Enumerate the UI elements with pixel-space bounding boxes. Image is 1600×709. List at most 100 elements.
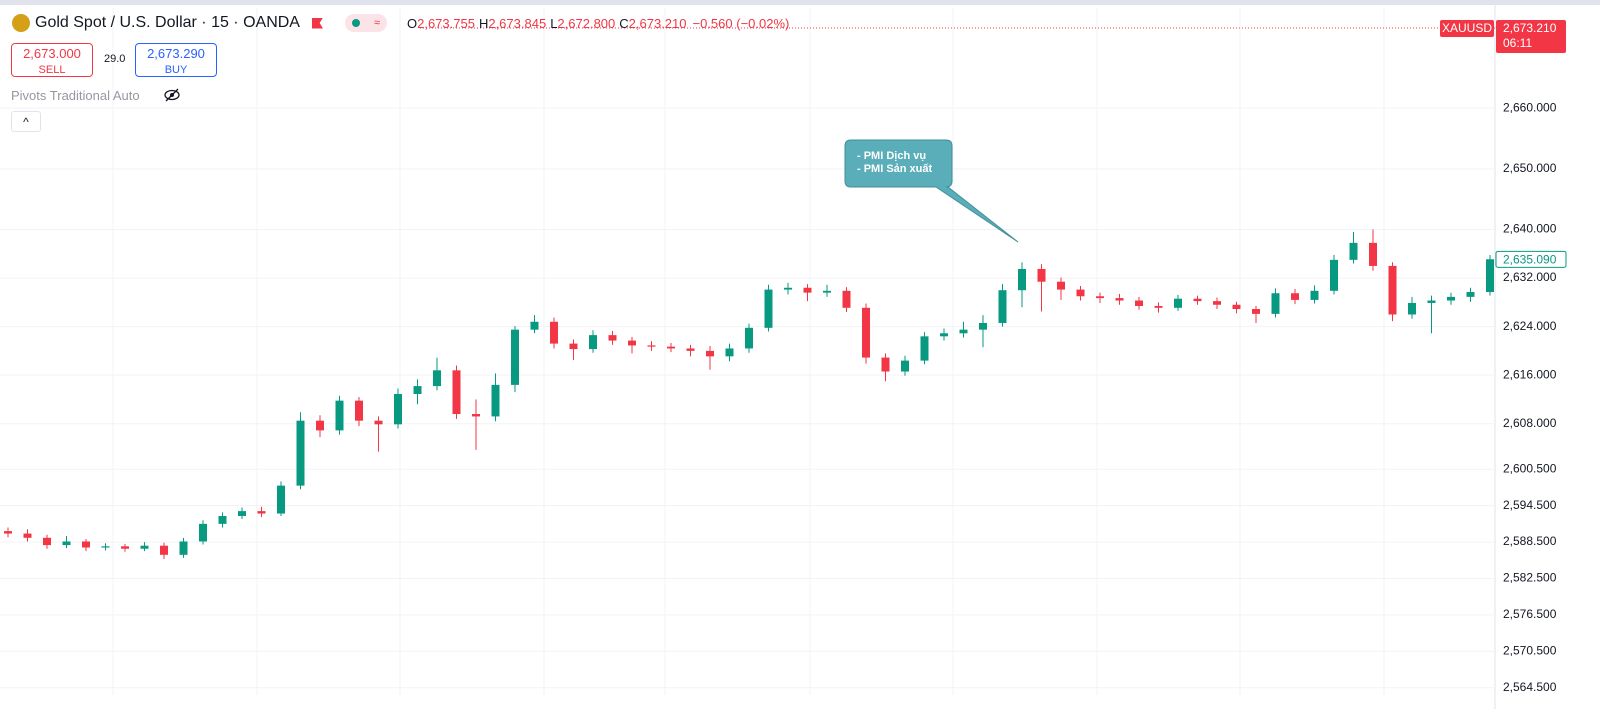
candle-body — [1330, 259, 1338, 291]
spread: 29.0 — [104, 53, 126, 65]
annotation-line: - PMI Sản xuất — [857, 163, 933, 175]
y-tick-label: 2,570.500 — [1503, 643, 1557, 657]
candle-body — [1427, 300, 1436, 303]
ohlc-key: C — [619, 15, 629, 31]
candle-body — [1174, 298, 1182, 308]
y-tick-label: 2,608.000 — [1503, 416, 1557, 430]
candle-body — [1388, 265, 1397, 315]
candle-body — [550, 321, 558, 344]
candle-body — [686, 348, 695, 351]
top-border — [0, 0, 1600, 5]
candle-body — [335, 400, 344, 431]
candle-body — [82, 541, 90, 548]
last-price-label: 2,635.090 — [1503, 252, 1557, 266]
countdown: 06:11 — [1503, 36, 1532, 50]
candle-body — [589, 335, 597, 350]
status-pill[interactable]: ≈ — [344, 14, 387, 32]
buy-price: 2,673.290 — [147, 46, 205, 61]
y-tick-label: 2,624.000 — [1503, 319, 1557, 333]
last-price-bg — [1495, 250, 1567, 268]
candle-body — [511, 329, 519, 385]
ohlc-key: O — [406, 15, 418, 31]
symbol-tag: XAUUSD — [1442, 21, 1492, 35]
sell-price: 2,673.000 — [23, 46, 81, 61]
flag[interactable] — [311, 17, 323, 29]
candle-body — [101, 546, 110, 548]
candle-body — [530, 321, 539, 330]
candle-body — [1310, 290, 1319, 300]
candle-body — [1232, 304, 1241, 310]
candle-body — [355, 400, 363, 421]
candle-body — [433, 370, 441, 387]
candle-body — [199, 523, 207, 542]
price-tag-bg — [1496, 19, 1566, 53]
candle-body — [1018, 268, 1026, 291]
header: Gold Spot / U.S. Dollar · 15 · OANDA ≈ O… — [12, 14, 789, 32]
candle-body — [1486, 259, 1494, 293]
sell-label: SELL — [38, 64, 66, 76]
candle-body — [1252, 309, 1260, 314]
ohlc-value: 2,673.755 — [417, 15, 475, 31]
candle-body — [628, 340, 636, 346]
candle-body — [472, 414, 480, 417]
change: −0.560 (−0.02%) — [692, 15, 790, 31]
y-tick-label: 2,632.000 — [1503, 270, 1557, 284]
candle-body — [803, 287, 812, 293]
buy-button[interactable]: 2,673.290 BUY — [135, 43, 217, 77]
candle-body — [238, 511, 246, 516]
candle-body — [784, 287, 792, 290]
symbol-tag-bg — [1440, 19, 1494, 37]
candle-body — [316, 420, 324, 431]
symbol-title[interactable]: Gold Spot / U.S. Dollar · 15 · OANDA — [35, 14, 300, 31]
candle-body — [862, 307, 870, 358]
time-grid — [112, 8, 1385, 695]
y-tick-label: 2,564.500 — [1503, 680, 1557, 694]
y-tick-label: 2,650.000 — [1503, 161, 1557, 175]
candle-body — [277, 485, 285, 514]
candle-body — [1135, 300, 1143, 306]
collapse-button[interactable]: ^ — [11, 111, 41, 132]
candle-body — [452, 370, 461, 415]
candle-body — [1193, 298, 1202, 302]
hide-icon[interactable] — [164, 88, 180, 102]
sell-button[interactable]: 2,673.000 SELL — [11, 43, 93, 77]
callout — [844, 139, 1019, 243]
indicator-name[interactable]: Pivots Traditional Auto — [11, 88, 140, 103]
buy-label: BUY — [164, 64, 188, 76]
candle-body — [394, 393, 402, 425]
candle-body — [179, 541, 188, 555]
candle-body — [647, 345, 656, 347]
candle-body — [979, 322, 987, 330]
candle-body — [1213, 301, 1221, 305]
y-tick-label: 2,588.500 — [1503, 534, 1557, 548]
candle-body — [608, 335, 617, 341]
candle-body — [121, 546, 129, 549]
candle-body — [725, 348, 734, 357]
candle-body — [1271, 293, 1280, 314]
ohlc-key: L — [550, 15, 558, 31]
y-tick-label: 2,616.000 — [1503, 367, 1557, 381]
candle-body — [1349, 242, 1358, 260]
candle-body — [413, 386, 422, 394]
candle-body — [43, 537, 51, 546]
candle-body — [881, 357, 890, 372]
y-tick-label: 2,576.500 — [1503, 607, 1557, 621]
candle-body — [667, 346, 675, 349]
candle-body — [1096, 296, 1104, 299]
candle-body — [1369, 242, 1377, 266]
candle-body — [1115, 298, 1124, 301]
candle-body — [1057, 281, 1065, 290]
ohlc-key: H — [478, 15, 489, 31]
candle-body — [823, 290, 831, 293]
candle-body — [218, 515, 227, 524]
candle-body — [374, 420, 383, 425]
ohlc-value: 2,673.845 — [488, 15, 547, 31]
candle-body — [842, 290, 851, 308]
ohlc-value: 2,673.210 — [628, 15, 687, 31]
candle-body — [257, 511, 266, 514]
candle-body — [764, 289, 773, 328]
candle-body — [491, 384, 500, 417]
candle-body — [1466, 292, 1475, 297]
